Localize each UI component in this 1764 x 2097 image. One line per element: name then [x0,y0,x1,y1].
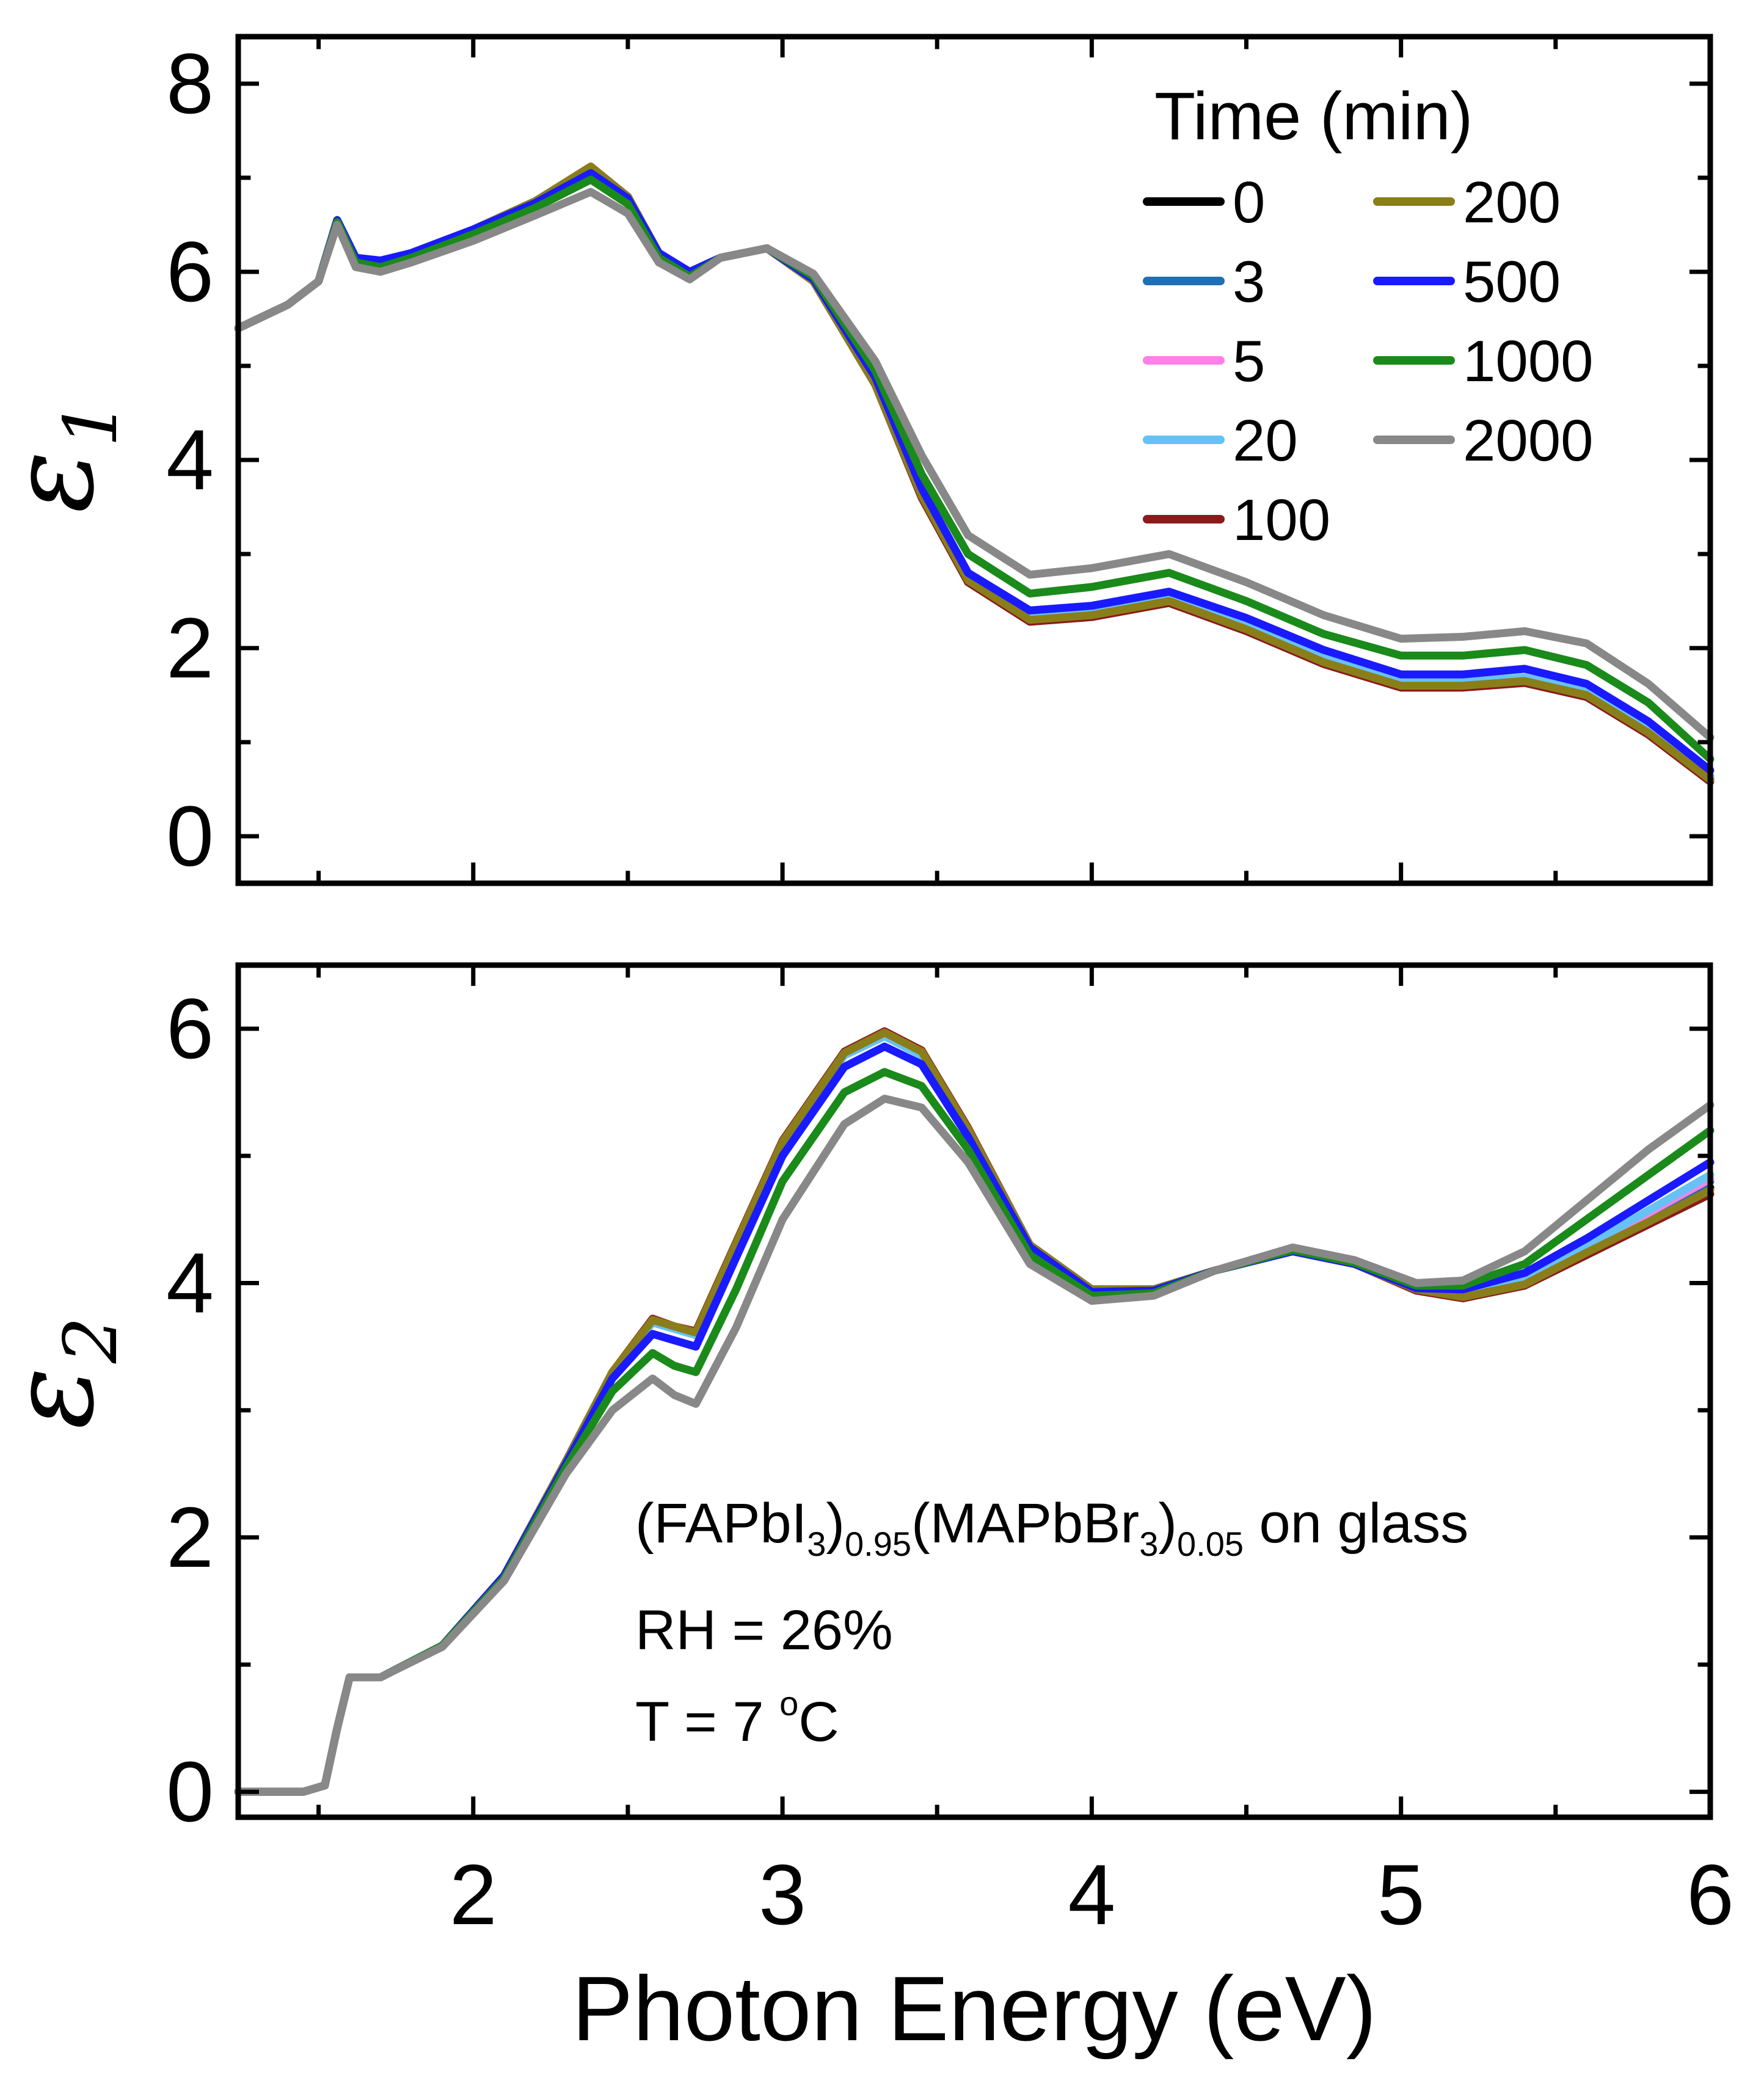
panel-top-epsilon1: 0 2 4 6 8 ε1 Time (min) 0 3 5 20 100 200 500 1000 20… [0,34,1715,886]
legend-title: Time (min) [1154,79,1473,154]
top-y-tick-label: 4 [166,412,214,508]
legend-label-500: 500 [1463,249,1561,315]
bottom-y-axis-label: ε2 [0,1317,134,1429]
legend: Time (min) 0 3 5 20 100 200 500 1000 2000 [1143,79,1594,553]
bottom-series-group [234,1027,1715,1796]
legend-label-20: 20 [1233,408,1298,473]
legend-label-5: 5 [1233,329,1265,394]
legend-label-200: 200 [1463,170,1561,235]
legend-label-0: 0 [1233,170,1265,235]
humidity-annotation: RH = 26% [635,1599,893,1661]
bottom-y-tick-label: 4 [166,1235,214,1331]
top-y-tick-label: 0 [166,788,214,884]
top-series-group [234,162,1715,786]
bottom-x-tick-labels: 2 3 4 5 6 [450,1847,1734,1942]
temperature-annotation: T = 7 oC [635,1684,839,1753]
top-y-axis-label: ε1 [0,401,134,513]
bottom-y-tick-label: 2 [166,1489,214,1585]
bottom-plot-frame [235,962,1713,1820]
bottom-ticks [238,965,1713,1817]
bottom-series-line-2000 [234,1095,1715,1796]
bottom-y-tick-labels: 0 2 4 6 [166,980,214,1839]
bottom-x-tick-label: 2 [450,1847,497,1942]
bottom-y-tick-label: 0 [166,1743,214,1839]
legend-label-3: 3 [1233,249,1265,315]
top-y-tick-label: 2 [166,600,214,696]
panel-bottom-epsilon2: 0 2 4 6 2 3 4 5 6 ε2 (FAPbI3)0.95(MAPbBr3)0.05 … [0,962,1734,1942]
legend-label-2000: 2000 [1463,408,1594,473]
legend-label-1000: 1000 [1463,329,1594,394]
legend-label-100: 100 [1233,487,1330,553]
bottom-x-tick-label: 4 [1068,1847,1115,1942]
bottom-y-tick-label: 6 [166,980,214,1076]
sample-annotation: (FAPbI3)0.95(MAPbBr3)0.05 on glass [635,1492,1468,1563]
top-y-tick-label: 8 [166,35,214,131]
top-y-tick-labels: 0 2 4 6 8 [166,35,214,884]
top-y-tick-label: 6 [166,224,214,319]
bottom-x-tick-label: 5 [1377,1847,1425,1942]
top-ticks [238,37,1713,883]
x-axis-title: Photon Energy (eV) [572,1957,1376,2060]
bottom-x-tick-label: 3 [759,1847,806,1942]
bottom-x-tick-label: 6 [1686,1847,1734,1942]
top-series-line-2000 [234,188,1715,742]
